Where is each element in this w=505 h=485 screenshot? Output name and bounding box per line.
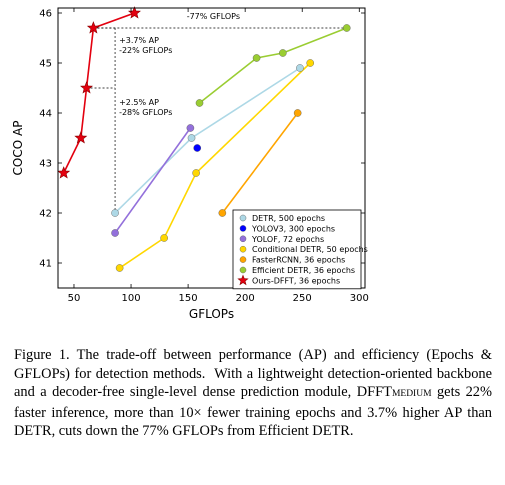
point-s3-3 [306, 59, 315, 67]
caption-part2: gets 22% faster inference, more than 10×… [14, 384, 496, 439]
series-line-0 [114, 67, 301, 214]
point-s4-1 [293, 109, 302, 117]
point-s0-0 [111, 209, 119, 217]
legend-label-5: Efficient DETR, 36 epochs [252, 266, 355, 275]
annotation-0: -77% GFLOPs [187, 12, 240, 21]
ytick-label-3: 44 [39, 109, 52, 120]
point-s6-1 [74, 131, 88, 144]
point-s2-1 [186, 124, 195, 132]
annotation-4: -28% GFLOPs [119, 108, 172, 117]
point-s6-0 [57, 166, 71, 179]
series-line-3 [119, 62, 311, 269]
legend-marker-2 [239, 235, 247, 243]
point-s6-3 [86, 21, 100, 34]
ytick-label-1: 42 [39, 209, 52, 220]
point-s3-2 [192, 169, 200, 177]
ytick-label-4: 45 [39, 59, 52, 70]
legend-box [232, 209, 362, 290]
legend-label-6: Ours-DFFT, 36 epochs [252, 276, 340, 285]
xtick-label-3: 200 [236, 293, 255, 304]
xtick-label-4: 250 [293, 293, 312, 304]
ytick-label-5: 46 [39, 9, 52, 20]
legend-marker-3 [239, 245, 247, 253]
legend-label-2: YOLOF, 72 epochs [251, 235, 324, 244]
xtick-label-2: 150 [179, 293, 198, 304]
figure-caption: Figure 1. The trade-off between performa… [14, 346, 492, 441]
annotation-1: +3.7% AP [119, 36, 159, 45]
point-s4-0 [218, 209, 227, 217]
point-s5-0 [195, 99, 204, 107]
xtick-label-5: 300 [350, 293, 369, 304]
legend-label-3: Conditional DETR, 50 epochs [252, 245, 368, 254]
legend-marker-1 [239, 225, 247, 232]
point-s2-0 [111, 229, 119, 237]
axes: 50 100 150 200 250 300 41 42 43 44 45 46 GFLOPs COCO … [11, 7, 369, 321]
legend-marker-6 [237, 274, 249, 286]
caption-subscript: MEDIUM [391, 389, 432, 399]
annotation-3: +2.5% AP [119, 98, 159, 107]
legend-marker-5 [239, 266, 247, 274]
annotation-guides [86, 27, 347, 213]
series-line-5 [199, 27, 348, 104]
legend-marker-4 [239, 256, 247, 263]
point-s5-1 [252, 54, 261, 62]
point-s6-2 [80, 81, 94, 94]
legend-marker-0 [239, 214, 247, 222]
plot-frame [57, 7, 366, 289]
legend-label-4: FasterRCNN, 36 epochs [252, 256, 345, 265]
point-s1-0 [193, 144, 202, 152]
point-s0-1 [187, 134, 196, 142]
series-line-2 [114, 127, 192, 234]
caption-part1: Figure 1. The trade-off between performa… [14, 347, 496, 400]
ytick-label-0: 41 [39, 259, 52, 270]
annotation-2: -22% GFLOPs [119, 46, 172, 55]
point-s5-2 [279, 49, 287, 57]
point-s3-0 [115, 264, 124, 272]
xtick-label-1: 100 [121, 293, 140, 304]
tradeoff-chart: 50 100 150 200 250 300 41 42 43 44 45 46 GFLOPs COCO … [11, 6, 369, 321]
point-s3-1 [160, 234, 168, 242]
x-axis-title: GFLOPs [189, 307, 234, 321]
point-s5-3 [342, 24, 351, 32]
legend-label-1: YOLOV3, 300 epochs [251, 224, 335, 233]
point-s6-4 [127, 6, 141, 19]
y-axis-title: COCO AP [11, 121, 25, 176]
series-markers [57, 6, 351, 272]
legend-label-0: DETR, 500 epochs [252, 214, 325, 223]
annotations: -77% GFLOPs +3.7% AP-22% GFLOPs +2.5% AP-2… [119, 12, 240, 117]
point-s0-2 [296, 64, 304, 72]
xtick-label-0: 50 [68, 293, 81, 304]
ytick-label-2: 43 [39, 159, 52, 170]
series-line-4 [221, 112, 299, 214]
